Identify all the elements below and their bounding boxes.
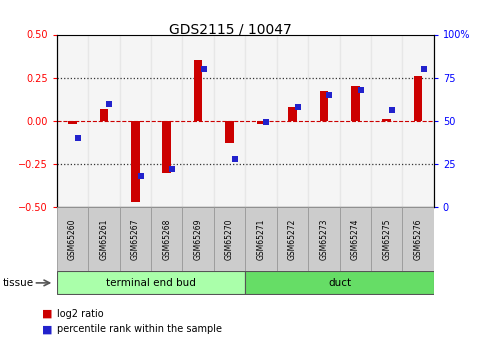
- Bar: [88, 34, 119, 207]
- Bar: [214, 34, 246, 207]
- Bar: [120, 207, 151, 271]
- Bar: [319, 91, 328, 121]
- Text: GSM65269: GSM65269: [194, 218, 203, 260]
- Text: GSM65275: GSM65275: [382, 218, 391, 260]
- Bar: [371, 34, 402, 207]
- Bar: [151, 34, 182, 207]
- Bar: [402, 34, 434, 207]
- Bar: [57, 271, 245, 295]
- Bar: [383, 119, 391, 121]
- Text: GSM65270: GSM65270: [225, 218, 234, 260]
- Text: terminal end bud: terminal end bud: [106, 278, 196, 288]
- Text: ■: ■: [42, 325, 52, 334]
- Bar: [308, 207, 340, 271]
- Bar: [100, 109, 108, 121]
- Bar: [277, 34, 308, 207]
- Text: GSM65260: GSM65260: [68, 218, 77, 260]
- Bar: [225, 121, 234, 143]
- Text: GSM65274: GSM65274: [351, 218, 360, 260]
- Text: duct: duct: [328, 278, 351, 288]
- Bar: [277, 207, 308, 271]
- Bar: [68, 121, 77, 124]
- Text: log2 ratio: log2 ratio: [57, 309, 104, 319]
- Bar: [288, 107, 297, 121]
- Text: GSM65268: GSM65268: [162, 218, 171, 259]
- Bar: [351, 86, 359, 121]
- Text: GDS2115 / 10047: GDS2115 / 10047: [169, 22, 292, 37]
- Text: GSM65276: GSM65276: [414, 218, 423, 260]
- Text: GSM65272: GSM65272: [288, 218, 297, 259]
- Text: tissue: tissue: [2, 278, 34, 288]
- Text: GSM65261: GSM65261: [99, 218, 108, 259]
- Bar: [246, 207, 277, 271]
- Bar: [414, 76, 423, 121]
- Bar: [88, 207, 119, 271]
- Bar: [194, 60, 203, 121]
- Bar: [151, 207, 182, 271]
- Bar: [246, 271, 434, 295]
- Text: ■: ■: [42, 309, 52, 319]
- Bar: [162, 121, 171, 172]
- Text: GSM65271: GSM65271: [256, 218, 266, 259]
- Bar: [131, 121, 140, 202]
- Bar: [214, 207, 245, 271]
- Bar: [182, 34, 214, 207]
- Bar: [340, 34, 371, 207]
- Text: GSM65273: GSM65273: [319, 218, 328, 260]
- Bar: [57, 207, 88, 271]
- Bar: [340, 207, 371, 271]
- Bar: [245, 34, 277, 207]
- Bar: [402, 207, 434, 271]
- Bar: [57, 34, 88, 207]
- Bar: [182, 207, 214, 271]
- Text: percentile rank within the sample: percentile rank within the sample: [57, 325, 222, 334]
- Bar: [119, 34, 151, 207]
- Bar: [371, 207, 402, 271]
- Text: GSM65267: GSM65267: [131, 218, 140, 260]
- Bar: [308, 34, 340, 207]
- Bar: [257, 121, 265, 124]
